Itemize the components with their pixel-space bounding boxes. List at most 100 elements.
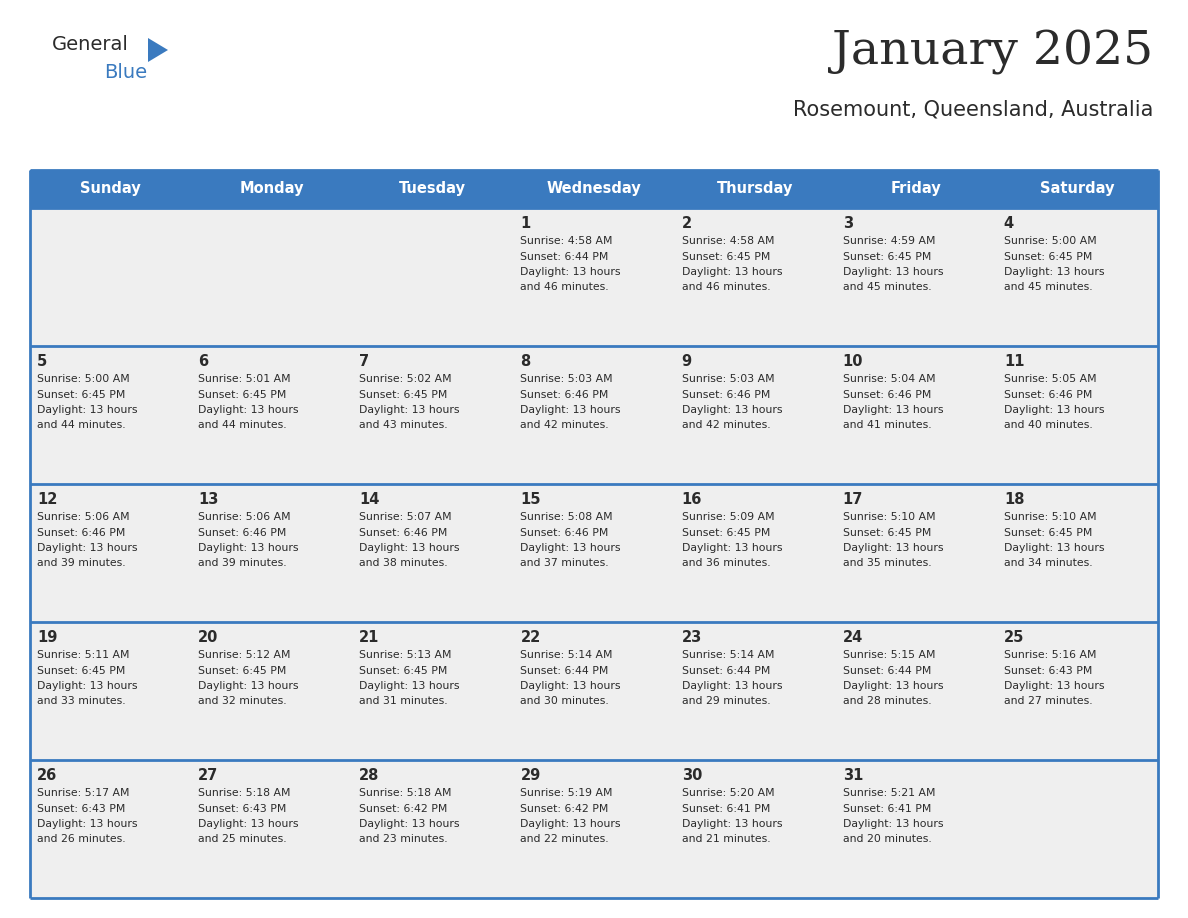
Text: Daylight: 13 hours: Daylight: 13 hours [520, 681, 621, 691]
Text: and 44 minutes.: and 44 minutes. [37, 420, 126, 431]
Text: Sunset: 6:45 PM: Sunset: 6:45 PM [842, 252, 931, 262]
Text: 6: 6 [198, 354, 208, 369]
Bar [30, 622, 191, 760]
Bar [675, 622, 835, 760]
Text: Daylight: 13 hours: Daylight: 13 hours [842, 819, 943, 829]
Text: Sunset: 6:45 PM: Sunset: 6:45 PM [1004, 252, 1092, 262]
Text: and 27 minutes.: and 27 minutes. [1004, 697, 1093, 707]
Text: Friday: Friday [891, 182, 942, 196]
Bar [997, 760, 1158, 898]
Bar [30, 208, 191, 346]
Bar [997, 208, 1158, 346]
Bar [513, 760, 675, 898]
Text: January 2025: January 2025 [832, 30, 1154, 75]
Bar [191, 346, 353, 484]
Text: Rosemount, Queensland, Australia: Rosemount, Queensland, Australia [792, 100, 1154, 120]
Text: Sunset: 6:45 PM: Sunset: 6:45 PM [682, 528, 770, 538]
Text: Daylight: 13 hours: Daylight: 13 hours [682, 819, 782, 829]
Text: Sunset: 6:45 PM: Sunset: 6:45 PM [359, 389, 448, 399]
Text: 31: 31 [842, 768, 864, 783]
Bar [353, 346, 513, 484]
Text: Daylight: 13 hours: Daylight: 13 hours [37, 681, 138, 691]
Bar [835, 484, 997, 622]
Text: Wednesday: Wednesday [546, 182, 642, 196]
Text: Sunrise: 5:18 AM: Sunrise: 5:18 AM [198, 788, 291, 798]
Bar [30, 484, 191, 622]
Bar [353, 622, 513, 760]
Text: Sunset: 6:46 PM: Sunset: 6:46 PM [520, 389, 608, 399]
Text: 21: 21 [359, 630, 380, 645]
Text: 9: 9 [682, 354, 691, 369]
Text: Daylight: 13 hours: Daylight: 13 hours [198, 405, 298, 415]
Bar [191, 484, 353, 622]
Text: Sunrise: 5:13 AM: Sunrise: 5:13 AM [359, 650, 451, 660]
Text: Sunset: 6:44 PM: Sunset: 6:44 PM [520, 666, 608, 676]
Polygon shape [148, 38, 168, 62]
Text: Daylight: 13 hours: Daylight: 13 hours [682, 543, 782, 553]
Text: 7: 7 [359, 354, 369, 369]
Text: Sunrise: 5:01 AM: Sunrise: 5:01 AM [198, 374, 291, 384]
Text: Daylight: 13 hours: Daylight: 13 hours [37, 543, 138, 553]
Text: Sunset: 6:44 PM: Sunset: 6:44 PM [842, 666, 931, 676]
Bar [30, 346, 191, 484]
Text: 8: 8 [520, 354, 531, 369]
Text: and 46 minutes.: and 46 minutes. [682, 283, 770, 293]
Text: and 22 minutes.: and 22 minutes. [520, 834, 609, 845]
Text: 24: 24 [842, 630, 862, 645]
Bar [353, 208, 513, 346]
Text: Sunset: 6:46 PM: Sunset: 6:46 PM [682, 389, 770, 399]
Bar [675, 170, 835, 208]
Bar [675, 484, 835, 622]
Text: 1: 1 [520, 216, 531, 231]
Text: Sunrise: 5:16 AM: Sunrise: 5:16 AM [1004, 650, 1097, 660]
Text: Sunrise: 4:58 AM: Sunrise: 4:58 AM [682, 236, 775, 246]
Text: Sunset: 6:42 PM: Sunset: 6:42 PM [359, 803, 448, 813]
Text: Sunrise: 5:18 AM: Sunrise: 5:18 AM [359, 788, 451, 798]
Text: 26: 26 [37, 768, 57, 783]
Text: Sunrise: 5:14 AM: Sunrise: 5:14 AM [682, 650, 775, 660]
Text: Blue: Blue [105, 63, 147, 82]
Text: Daylight: 13 hours: Daylight: 13 hours [842, 267, 943, 277]
Text: Sunrise: 5:03 AM: Sunrise: 5:03 AM [520, 374, 613, 384]
Text: Sunrise: 5:08 AM: Sunrise: 5:08 AM [520, 512, 613, 522]
Text: and 31 minutes.: and 31 minutes. [359, 697, 448, 707]
Text: and 42 minutes.: and 42 minutes. [682, 420, 770, 431]
Bar [513, 346, 675, 484]
Text: Sunrise: 5:00 AM: Sunrise: 5:00 AM [37, 374, 129, 384]
Text: Daylight: 13 hours: Daylight: 13 hours [520, 267, 621, 277]
Text: and 36 minutes.: and 36 minutes. [682, 558, 770, 568]
Text: Sunset: 6:45 PM: Sunset: 6:45 PM [198, 389, 286, 399]
Text: Sunrise: 5:04 AM: Sunrise: 5:04 AM [842, 374, 935, 384]
Text: Sunrise: 5:21 AM: Sunrise: 5:21 AM [842, 788, 935, 798]
Text: and 30 minutes.: and 30 minutes. [520, 697, 609, 707]
Text: Daylight: 13 hours: Daylight: 13 hours [359, 681, 460, 691]
Text: 15: 15 [520, 492, 541, 507]
Text: and 40 minutes.: and 40 minutes. [1004, 420, 1093, 431]
Text: 14: 14 [359, 492, 380, 507]
Text: 19: 19 [37, 630, 57, 645]
Text: and 39 minutes.: and 39 minutes. [37, 558, 126, 568]
Text: Tuesday: Tuesday [399, 182, 467, 196]
Text: Sunset: 6:43 PM: Sunset: 6:43 PM [1004, 666, 1092, 676]
Text: and 26 minutes.: and 26 minutes. [37, 834, 126, 845]
Text: Sunset: 6:45 PM: Sunset: 6:45 PM [37, 389, 126, 399]
Text: and 20 minutes.: and 20 minutes. [842, 834, 931, 845]
Text: and 46 minutes.: and 46 minutes. [520, 283, 609, 293]
Text: and 35 minutes.: and 35 minutes. [842, 558, 931, 568]
Bar [353, 484, 513, 622]
Bar [30, 170, 191, 208]
Text: Thursday: Thursday [716, 182, 794, 196]
Text: Sunrise: 5:10 AM: Sunrise: 5:10 AM [842, 512, 935, 522]
Text: and 23 minutes.: and 23 minutes. [359, 834, 448, 845]
Text: 18: 18 [1004, 492, 1024, 507]
Text: 4: 4 [1004, 216, 1015, 231]
Bar [997, 622, 1158, 760]
Text: and 39 minutes.: and 39 minutes. [198, 558, 286, 568]
Text: Sunrise: 5:00 AM: Sunrise: 5:00 AM [1004, 236, 1097, 246]
Text: 29: 29 [520, 768, 541, 783]
Text: Daylight: 13 hours: Daylight: 13 hours [682, 681, 782, 691]
Text: 13: 13 [198, 492, 219, 507]
Text: Sunset: 6:46 PM: Sunset: 6:46 PM [37, 528, 126, 538]
Text: Sunset: 6:46 PM: Sunset: 6:46 PM [359, 528, 448, 538]
Bar [675, 208, 835, 346]
